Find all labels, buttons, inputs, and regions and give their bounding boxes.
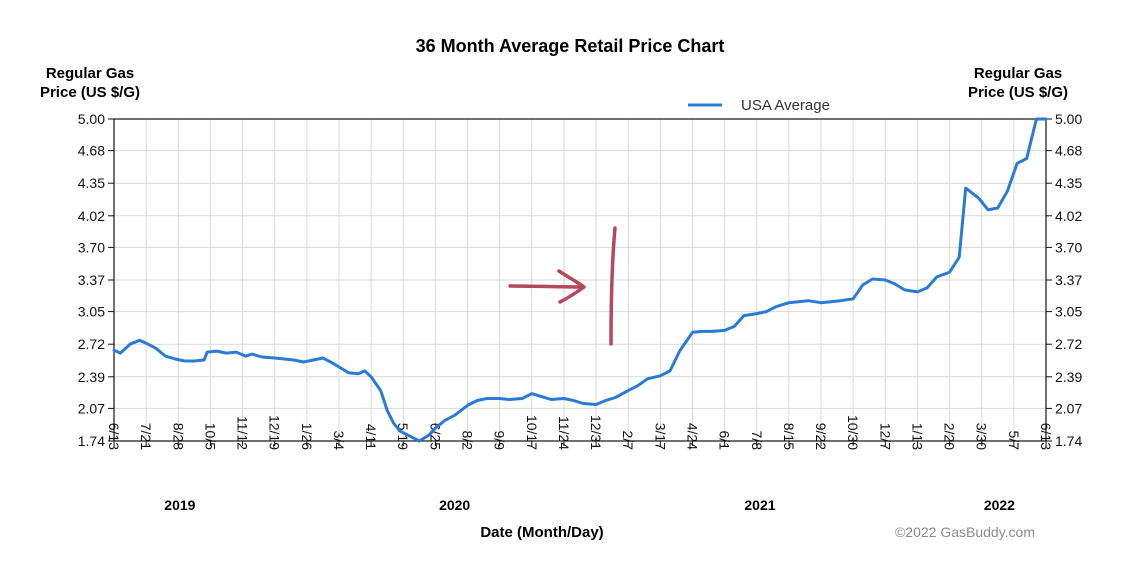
annotation-arrow <box>508 269 586 304</box>
x-tick-label: 12/31 <box>588 415 604 450</box>
y-axis-title-left-line2: Price (US $/G) <box>40 84 140 101</box>
y-tick-label-left: 2.39 <box>78 369 105 385</box>
hand-drawn-annotation <box>508 226 617 346</box>
x-tick-label: 6/25 <box>427 423 443 450</box>
y-axis-title-right-line2: Price (US $/G) <box>968 84 1068 101</box>
y-tick-label-right: 1.74 <box>1055 433 1082 449</box>
x-tick-label: 9/22 <box>813 423 829 450</box>
y-tick-label-right: 3.37 <box>1055 272 1082 288</box>
year-labels: 2019 2020 2021 2022 <box>164 497 1015 513</box>
x-tick-label: 12/19 <box>267 415 283 450</box>
y-tick-label-left: 1.74 <box>78 433 105 449</box>
legend-label: USA Average <box>741 97 830 114</box>
x-tick-label: 4/24 <box>684 423 700 450</box>
y-tick-label-right: 4.35 <box>1055 175 1082 191</box>
y-tick-label-left: 5.00 <box>78 111 105 127</box>
y-axis-title-left-line1: Regular Gas <box>46 65 134 82</box>
grid <box>113 118 1047 442</box>
x-axis: 6/13 7/21 8/28 10/5 11/12 12/19 1/26 3/4 4/11 5/1… <box>106 415 1054 450</box>
x-tick-label: 7/21 <box>138 423 154 450</box>
credit-text: ©2022 GasBuddy.com <box>895 524 1035 540</box>
x-tick-label: 2/20 <box>942 423 958 450</box>
x-tick-label: 6/1 <box>717 431 733 451</box>
y-axis-right: 5.00 4.68 4.35 4.02 3.70 3.37 3.05 2.72 2.39 2.07… <box>1046 111 1082 449</box>
series-line-usa-average <box>112 117 1048 443</box>
x-tick-label: 6/13 <box>106 423 122 450</box>
y-tick-label-left: 3.37 <box>78 272 105 288</box>
legend: USA Average <box>688 97 830 114</box>
y-tick-label-right: 4.68 <box>1055 143 1082 159</box>
x-tick-label: 8/2 <box>460 431 476 451</box>
x-tick-label: 8/28 <box>170 423 186 450</box>
y-tick-label-left: 2.07 <box>78 400 105 416</box>
x-tick-label: 1/26 <box>299 423 315 450</box>
y-tick-label-right: 4.02 <box>1055 208 1082 224</box>
x-tick-label: 1/13 <box>909 423 925 450</box>
x-tick-label: 10/5 <box>202 423 218 450</box>
y-tick-label-right: 3.70 <box>1055 239 1082 255</box>
x-tick-label: 7/8 <box>749 431 765 451</box>
year-label: 2021 <box>744 497 775 513</box>
x-tick-label: 9/9 <box>492 431 508 451</box>
y-tick-label-left: 4.68 <box>78 143 105 159</box>
y-axis-left: 5.00 4.68 4.35 4.02 3.70 3.37 3.05 2.72 2.39 2.07… <box>78 111 114 449</box>
y-tick-label-left: 3.70 <box>78 239 105 255</box>
y-axis-title-right-line1: Regular Gas <box>974 65 1062 82</box>
x-tick-label: 10/17 <box>524 415 540 450</box>
x-tick-label: 3/17 <box>652 423 668 450</box>
year-label: 2019 <box>164 497 195 513</box>
y-tick-label-right: 2.39 <box>1055 369 1082 385</box>
x-axis-title: Date (Month/Day) <box>480 524 603 541</box>
chart-title: 36 Month Average Retail Price Chart <box>416 36 725 56</box>
annotation-line <box>609 226 617 346</box>
year-label: 2020 <box>439 497 470 513</box>
y-tick-label-right: 5.00 <box>1055 111 1082 127</box>
x-tick-label: 3/30 <box>974 423 990 450</box>
y-tick-label-left: 3.05 <box>78 304 105 320</box>
x-tick-label: 8/15 <box>781 423 797 450</box>
y-tick-label-right: 2.07 <box>1055 400 1082 416</box>
x-tick-label: 5/7 <box>1006 431 1022 451</box>
y-tick-label-left: 4.35 <box>78 175 105 191</box>
x-tick-label: 6/13 <box>1038 423 1054 450</box>
x-tick-label: 4/11 <box>363 424 379 450</box>
y-tick-label-left: 4.02 <box>78 208 105 224</box>
y-tick-label-left: 2.72 <box>78 336 105 352</box>
x-tick-label: 11/24 <box>556 416 572 450</box>
y-tick-label-right: 2.72 <box>1055 336 1082 352</box>
x-tick-label: 12/7 <box>877 423 893 450</box>
y-tick-label-right: 3.05 <box>1055 304 1082 320</box>
x-tick-label: 3/4 <box>331 431 347 451</box>
x-tick-label: 11/12 <box>235 416 251 450</box>
x-tick-label: 2/7 <box>620 431 636 451</box>
year-label: 2022 <box>984 497 1015 513</box>
series-layer <box>112 117 1048 443</box>
x-tick-label: 10/30 <box>845 415 861 450</box>
